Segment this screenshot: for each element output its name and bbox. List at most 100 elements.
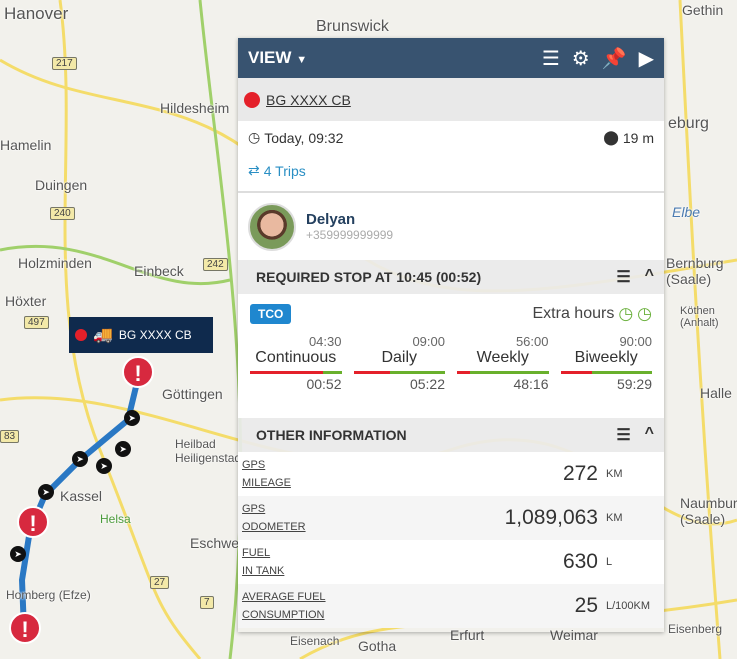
pin-icon[interactable]: 📌: [601, 47, 627, 70]
road-shield: 217: [52, 57, 77, 70]
map-label: Helsa: [100, 512, 131, 526]
map-label: Homberg (Efze): [6, 588, 91, 602]
other-info-title: OTHER INFORMATION: [256, 427, 407, 443]
clock-icon: ◷: [637, 304, 652, 323]
swap-arrows-icon: ⇄: [248, 162, 260, 178]
gauge-progress-bar: [250, 371, 342, 374]
map-label: Eisenberg: [668, 622, 723, 636]
info-value: 25: [574, 594, 598, 617]
vehicle-row: BG XXXX CB: [238, 78, 664, 121]
view-label: VIEW: [248, 48, 292, 67]
map-label: Göttingen: [162, 386, 223, 402]
gauge-value: 00:52: [306, 376, 342, 392]
map-label: Hanover: [4, 4, 69, 23]
info-key-link[interactable]: GPS ODOMETER: [242, 500, 382, 536]
required-stop-title: REQUIRED STOP AT 10:45 (00:52): [256, 269, 482, 285]
chevron-up-icon[interactable]: ^: [644, 425, 654, 442]
vehicle-map-tag[interactable]: 🚚 BG XXXX CB: [69, 317, 213, 353]
direction-arrow-icon[interactable]: ➤: [72, 451, 88, 467]
gauge-used-fill: [560, 371, 592, 374]
info-key-line: GPS: [242, 503, 266, 515]
map-label: Gotha: [358, 638, 397, 654]
direction-arrow-icon[interactable]: ➤: [124, 410, 140, 426]
gear-icon[interactable]: ⚙: [571, 47, 590, 70]
info-key-line: MILEAGE: [242, 477, 291, 489]
gauge-label: Continuous: [255, 349, 337, 366]
alert-marker-icon[interactable]: !: [9, 612, 41, 644]
driver-phone: +359999999999: [306, 228, 394, 242]
gauge-label: Biweekly: [574, 349, 638, 366]
map-label: Weimar: [550, 627, 598, 643]
road-shield: 242: [203, 258, 228, 271]
trips-link[interactable]: ⇄ 4 Trips: [248, 162, 654, 179]
tco-gauge-daily: 09:00 Daily 05:22: [353, 334, 445, 392]
status-dot: [75, 329, 87, 341]
info-key-line: GPS: [242, 459, 266, 471]
info-key-line: CONSUMPTION: [242, 609, 325, 621]
map-tag-plate: BG XXXX CB: [118, 328, 192, 342]
tco-gauge-weekly: 56:00 Weekly 48:16: [457, 334, 549, 392]
info-value: 1,089,063: [504, 506, 598, 529]
clock-icon: ◷: [618, 304, 634, 323]
view-dropdown[interactable]: VIEW ▼: [248, 48, 307, 68]
gauge-used-fill: [250, 371, 324, 374]
gauge-label: Weekly: [476, 349, 529, 366]
gauge-used-fill: [353, 371, 391, 374]
info-key-line: AVERAGE FUEL: [242, 591, 326, 603]
info-unit: L: [606, 556, 613, 568]
gauge-limit: 09:00: [412, 334, 445, 349]
info-row: AVERAGE FUEL CONSUMPTION 25 L/100KM: [238, 584, 664, 628]
list-icon[interactable]: ☰: [616, 269, 631, 286]
gauge-limit: 04:30: [308, 334, 342, 349]
alert-marker-icon[interactable]: !: [122, 356, 154, 388]
vehicle-panel: VIEW ▼ ☰ ⚙ 📌 ▶ BG XXXX CB ◷ Today, 09:32…: [238, 38, 664, 632]
avatar: [248, 202, 296, 251]
info-key-line: ODOMETER: [242, 521, 306, 533]
chevron-up-icon[interactable]: ^: [644, 267, 654, 284]
map-label: Erfurt: [450, 627, 485, 643]
map-label: Kassel: [60, 488, 103, 504]
direction-arrow-icon[interactable]: ➤: [115, 441, 131, 457]
map-label: Höxter: [5, 293, 47, 309]
map-label: Köthen (Anhalt): [680, 305, 719, 329]
direction-arrow-icon[interactable]: ➤: [10, 546, 26, 562]
other-info-header[interactable]: OTHER INFORMATION ☰ ^: [238, 418, 664, 452]
map-label: Holzminden: [18, 255, 92, 271]
alert-marker-icon[interactable]: !: [17, 506, 49, 538]
info-key-link[interactable]: AVERAGE FUEL CONSUMPTION: [242, 588, 382, 624]
list-icon[interactable]: ☰: [541, 47, 560, 70]
direction-arrow-icon[interactable]: ➤: [38, 484, 54, 500]
map-label: Heilbad Heiligenstadt: [175, 437, 245, 465]
map-label: Halle: [700, 385, 732, 401]
required-stop-header[interactable]: REQUIRED STOP AT 10:45 (00:52) ☰ ^: [238, 260, 664, 294]
gauge-used-fill: [457, 371, 470, 374]
info-unit: KM: [606, 512, 623, 524]
clock-icon: ◷: [248, 129, 261, 145]
info-key-line: FUEL: [242, 547, 271, 559]
map-label: Bernburg (Saale): [666, 255, 724, 287]
trips-count: 4 Trips: [263, 162, 306, 179]
gauge-value: 59:29: [616, 376, 652, 392]
map-label: Naumburg (Saale): [680, 495, 737, 527]
tco-badge: TCO: [250, 304, 292, 324]
direction-arrow-icon[interactable]: ➤: [96, 458, 112, 474]
caret-down-icon: ▼: [296, 54, 308, 66]
status-dot: [244, 91, 260, 108]
info-key-link[interactable]: GPS MILEAGE: [242, 456, 382, 492]
gauge-progress-bar: [353, 371, 445, 374]
play-icon[interactable]: ▶: [638, 47, 654, 70]
map-label: Duingen: [35, 177, 88, 193]
truck-icon: 🚚: [93, 327, 113, 344]
driver-name[interactable]: Delyan: [306, 211, 356, 228]
info-key-link[interactable]: FUEL IN TANK: [242, 544, 382, 580]
vehicle-plate-link[interactable]: BG XXXX CB: [266, 91, 351, 108]
road-shield: 497: [24, 316, 49, 329]
panel-header: VIEW ▼ ☰ ⚙ 📌 ▶: [238, 38, 664, 78]
info-key-line: IN TANK: [242, 565, 285, 577]
list-icon[interactable]: ☰: [616, 427, 631, 444]
tco-gauge-continuous: 04:30 Continuous 00:52: [250, 334, 342, 392]
last-update-time: Today, 09:32: [264, 129, 344, 146]
map-label: Hildesheim: [160, 100, 230, 116]
info-unit: L/100KM: [606, 600, 651, 612]
